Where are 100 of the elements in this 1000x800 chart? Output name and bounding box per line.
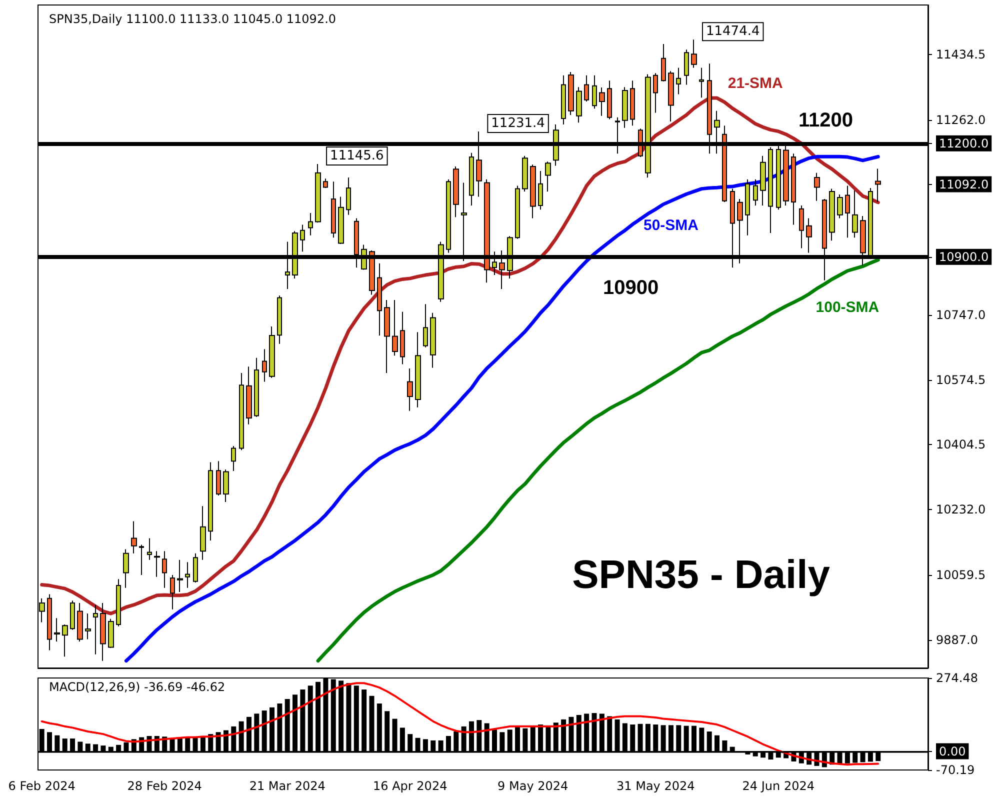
- candlestick: [453, 166, 459, 218]
- candlestick: [653, 72, 658, 114]
- candlestick: [269, 326, 275, 378]
- y-tick-label: 10574.5: [936, 372, 986, 387]
- candlestick: [592, 74, 597, 110]
- candlestick: [131, 520, 137, 554]
- annotation: 11231.4: [491, 116, 545, 132]
- candlestick: [875, 168, 881, 203]
- candlestick: [239, 372, 244, 451]
- candlestick: [208, 462, 213, 542]
- candlestick: [599, 86, 605, 116]
- candlestick: [54, 618, 60, 642]
- candlestick: [384, 300, 390, 374]
- candlestick: [791, 153, 796, 226]
- candlestick: [607, 80, 612, 120]
- series-label: 21-SMA: [728, 74, 784, 92]
- candlestick: [837, 194, 843, 219]
- y-tick-label: 10232.0: [936, 502, 986, 517]
- candlestick: [806, 218, 812, 254]
- candlestick: [753, 178, 758, 206]
- candlestick: [561, 74, 566, 126]
- x-tick-label: 16 Apr 2024: [373, 779, 448, 793]
- x-tick-label: 9 May 2024: [498, 779, 568, 793]
- annotation: 11474.4: [706, 24, 760, 40]
- candlestick: [47, 594, 52, 651]
- text: SPN35,Daily 11100.0 11133.0 11045.0 11092.0: [49, 12, 336, 26]
- candlestick: [622, 86, 628, 128]
- candlestick: [116, 578, 121, 627]
- candlestick: [262, 348, 267, 382]
- candlestick: [745, 178, 750, 236]
- candlestick: [223, 468, 229, 502]
- candlestick: [170, 574, 175, 610]
- candlestick: [668, 70, 674, 122]
- candlestick: [346, 176, 351, 216]
- line-series: [316, 258, 880, 663]
- candlestick: [814, 172, 820, 202]
- candlestick: [162, 550, 167, 588]
- candlestick: [661, 43, 666, 82]
- candlestick: [576, 86, 582, 124]
- candlestick: [315, 164, 321, 223]
- candlestick: [231, 445, 236, 472]
- candlestick: [123, 548, 129, 588]
- x-tick-label: 28 Feb 2024: [127, 779, 202, 793]
- candlestick: [338, 196, 344, 245]
- candlestick: [423, 304, 428, 348]
- candlestick: [545, 161, 551, 192]
- candlestick: [216, 460, 221, 496]
- candlestick: [93, 604, 98, 655]
- candlestick: [177, 559, 183, 592]
- candlestick: [392, 300, 398, 356]
- candlestick: [515, 185, 520, 240]
- candlestick: [139, 544, 144, 576]
- y-tick-label: -70.19: [936, 763, 975, 777]
- candlestick: [469, 152, 474, 206]
- y-tick-label: 11434.5: [936, 48, 986, 62]
- candlestick: [538, 170, 543, 210]
- x-tick-label: 21 Mar 2024: [249, 779, 326, 793]
- candlestick: [760, 155, 766, 206]
- candlestick: [100, 602, 106, 662]
- series-label: 50-SMA: [643, 216, 699, 234]
- candlestick: [377, 262, 382, 336]
- candlestick: [829, 188, 835, 242]
- candlestick: [852, 190, 858, 238]
- candlestick: [676, 67, 681, 95]
- candlestick: [530, 164, 536, 219]
- ref-line-label: 11200: [798, 109, 853, 132]
- candlestick: [699, 67, 704, 98]
- candlestick: [568, 71, 574, 116]
- candlestick: [193, 552, 198, 584]
- y-tick-label: 10900.0: [939, 250, 989, 264]
- candlestick: [308, 212, 313, 236]
- y-tick-label: 0.00: [939, 744, 966, 758]
- candlestick: [246, 366, 252, 425]
- y-tick-label: 10404.5: [936, 437, 986, 452]
- candlestick: [300, 224, 305, 252]
- y-tick-label: 10059.5: [936, 568, 986, 582]
- y-tick-label: 11092.0: [939, 177, 989, 192]
- series-label: 100-SMA: [816, 298, 880, 316]
- line-series: [40, 96, 880, 616]
- candlestick: [799, 204, 804, 249]
- candlestick: [415, 332, 421, 408]
- y-tick-label: 10747.0: [936, 308, 986, 322]
- candlestick: [254, 357, 259, 418]
- candlestick: [147, 538, 152, 560]
- candlestick: [522, 155, 528, 192]
- candlestick: [323, 178, 328, 189]
- x-tick-label: 24 Jun 2024: [742, 779, 814, 793]
- candlestick: [446, 178, 451, 254]
- annotation: SPN35 - Daily: [572, 553, 831, 597]
- y-tick-label: 274.48: [936, 671, 978, 685]
- candlestick: [85, 613, 91, 640]
- candlestick: [630, 80, 635, 126]
- candlestick: [684, 49, 689, 86]
- candlestick: [154, 550, 160, 578]
- y-tick-label: 11200.0: [939, 136, 989, 150]
- y-tick-label: 9887.0: [936, 633, 978, 648]
- x-tick-label: 6 Feb 2024: [8, 779, 76, 793]
- candlestick: [277, 294, 282, 344]
- candlestick: [407, 368, 413, 412]
- candlestick: [185, 562, 190, 588]
